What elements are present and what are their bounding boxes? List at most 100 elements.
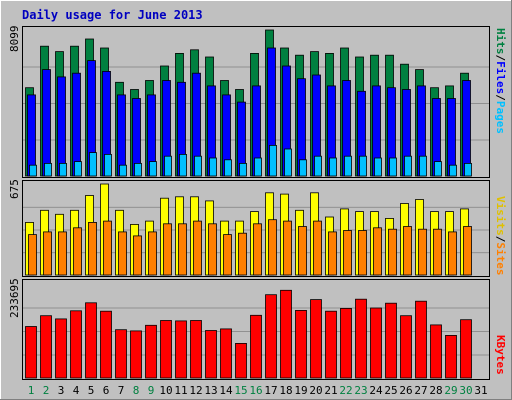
bar-pages <box>269 144 277 177</box>
bar-pages <box>59 162 67 177</box>
bar-kbytes <box>100 310 112 379</box>
bar-pages <box>404 155 412 177</box>
legend-sites: Sites <box>494 242 507 275</box>
x-day-label: 4 <box>73 384 80 397</box>
legend-hits-panel: Hits/Files/Pages <box>494 28 507 134</box>
bar-files <box>27 94 36 177</box>
legend-pages: Pages <box>494 101 507 134</box>
bar-pages <box>284 148 292 177</box>
bar-kbytes <box>385 302 397 379</box>
legend-files: Files <box>494 61 507 94</box>
bar-pages <box>119 164 127 177</box>
bar-sites <box>193 220 202 276</box>
bar-pages <box>299 159 307 177</box>
bar-sites <box>238 232 247 276</box>
bar-kbytes <box>70 310 82 379</box>
bar-files <box>117 94 126 177</box>
bar-kbytes <box>160 320 172 379</box>
bar-kbytes <box>355 298 367 379</box>
bar-sites <box>448 231 457 276</box>
legend-hits: Hits <box>494 28 507 55</box>
x-day-label: 10 <box>159 384 172 397</box>
bar-kbytes <box>115 329 127 379</box>
bar-pages <box>449 164 457 177</box>
x-day-label: 22 <box>339 384 352 397</box>
x-day-label: 18 <box>279 384 292 397</box>
bar-kbytes <box>55 318 67 379</box>
bar-sites <box>268 219 277 276</box>
bar-pages <box>209 157 217 177</box>
bar-kbytes <box>175 320 187 379</box>
bar-pages <box>344 155 352 177</box>
x-day-label: 26 <box>399 384 412 397</box>
bar-kbytes <box>25 326 37 379</box>
bar-pages <box>434 161 442 177</box>
x-day-label: 7 <box>118 384 125 397</box>
bar-sites <box>148 231 157 276</box>
bar-pages <box>74 161 82 177</box>
bar-pages <box>329 157 337 177</box>
bar-sites <box>73 227 82 276</box>
x-day-label: 6 <box>103 384 110 397</box>
bar-pages <box>89 152 97 177</box>
bar-sites <box>358 230 367 276</box>
bar-sites <box>118 231 127 276</box>
bar-pages <box>314 155 322 177</box>
bar-kbytes <box>145 324 157 379</box>
bar-kbytes <box>430 324 442 379</box>
x-day-label: 3 <box>58 384 65 397</box>
bar-sites <box>103 220 112 276</box>
x-day-label: 14 <box>219 384 233 397</box>
x-day-label: 15 <box>234 384 247 397</box>
bar-pages <box>389 157 397 177</box>
bar-sites <box>433 228 442 276</box>
x-day-label: 1 <box>28 384 35 397</box>
bar-pages <box>464 162 472 177</box>
bar-kbytes <box>190 320 202 379</box>
bar-sites <box>388 228 397 276</box>
bar-sites <box>283 220 292 276</box>
bar-pages <box>134 162 142 177</box>
bar-pages <box>194 155 202 177</box>
x-day-label: 31 <box>474 384 487 397</box>
bar-sites <box>58 231 67 276</box>
x-day-label: 19 <box>294 384 307 397</box>
bar-pages <box>419 155 427 177</box>
bar-sites <box>343 230 352 276</box>
bar-pages <box>104 153 112 177</box>
x-day-label: 23 <box>354 384 367 397</box>
x-day-label: 9 <box>148 384 155 397</box>
bar-sites <box>223 234 232 276</box>
bar-pages <box>224 159 232 177</box>
bar-kbytes <box>400 315 412 379</box>
bar-kbytes <box>250 314 262 379</box>
bar-sites <box>463 226 472 276</box>
legend-visits-panel: Visits/Sites <box>494 196 507 276</box>
bars <box>25 29 472 379</box>
bar-sites <box>418 228 427 276</box>
bar-sites <box>298 226 307 276</box>
x-day-label: 24 <box>369 384 383 397</box>
x-day-label: 30 <box>459 384 472 397</box>
bar-files <box>72 72 81 177</box>
bar-kbytes <box>205 330 217 379</box>
visits-max-label: 675 <box>8 179 21 199</box>
bar-pages <box>44 162 52 177</box>
x-day-label: 20 <box>309 384 322 397</box>
x-day-label: 21 <box>324 384 337 397</box>
x-day-label: 29 <box>444 384 457 397</box>
bar-files <box>462 80 471 177</box>
legend-kbytes: KBytes <box>494 335 507 375</box>
bar-sites <box>88 221 97 276</box>
kbytes-max-label: 233695 <box>8 278 21 318</box>
x-day-label: 17 <box>264 384 277 397</box>
x-day-label: 16 <box>249 384 262 397</box>
x-day-label: 8 <box>133 384 140 397</box>
x-day-label: 27 <box>414 384 427 397</box>
bar-kbytes <box>235 342 247 379</box>
bar-pages <box>239 162 247 177</box>
x-day-label: 25 <box>384 384 397 397</box>
bar-kbytes <box>280 289 292 379</box>
bar-sites <box>208 223 217 276</box>
